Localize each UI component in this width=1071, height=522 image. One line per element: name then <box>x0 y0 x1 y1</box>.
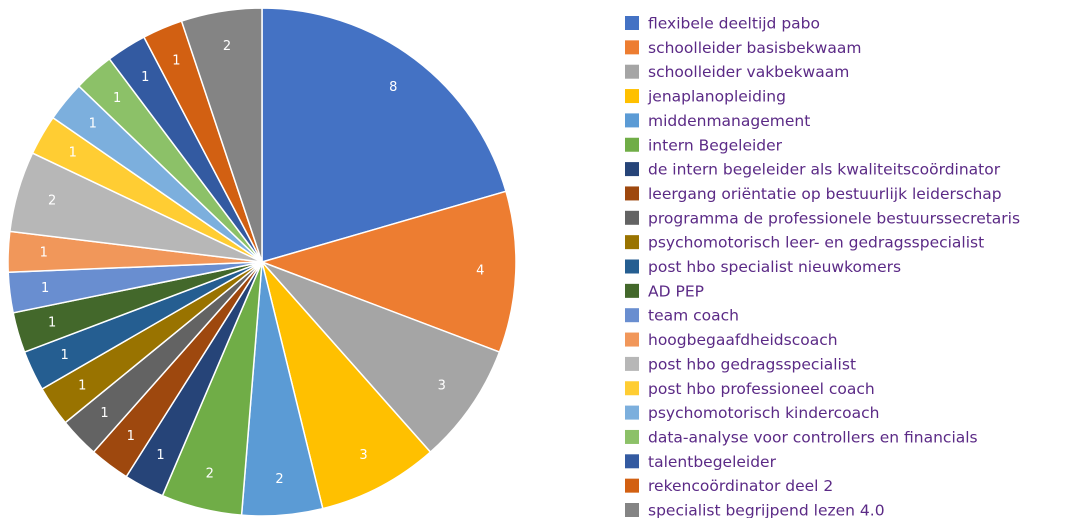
data-label: 1 <box>127 429 135 444</box>
legend-label: talentbegeleider <box>648 453 777 471</box>
legend-label: jenaplanopleiding <box>647 88 786 106</box>
legend-swatch <box>625 235 639 250</box>
pie-slice <box>261 261 501 454</box>
legend-swatch <box>625 113 639 128</box>
legend-swatch <box>625 332 639 347</box>
data-label: 4 <box>476 263 484 278</box>
legend-label: middenmanagement <box>648 112 810 130</box>
data-label: 2 <box>275 472 283 487</box>
legend-swatch <box>625 210 639 225</box>
data-label: 1 <box>48 315 56 330</box>
legend-swatch <box>625 137 639 152</box>
legend-label: data-analyse voor controllers en financi… <box>648 428 978 446</box>
legend-label: programma de professionele bestuurssecre… <box>648 209 1020 227</box>
legend-label: hoogbegaafdheidscoach <box>648 331 838 349</box>
legend-label: AD PEP <box>648 282 704 300</box>
data-label: 1 <box>78 379 86 394</box>
legend-label: intern Begeleider <box>648 136 783 154</box>
legend-swatch <box>625 16 639 30</box>
legend-swatch <box>625 381 639 396</box>
pie-slice <box>180 7 263 263</box>
legend-swatch <box>625 454 639 469</box>
legend-label: post hbo professioneel coach <box>648 380 875 398</box>
legend-label: leergang oriëntatie op bestuurlijk leide… <box>648 185 1002 203</box>
data-label: 1 <box>113 91 121 106</box>
legend-swatch <box>625 89 639 104</box>
legend-swatch <box>625 429 639 444</box>
data-label: 3 <box>438 379 446 394</box>
legend-label: flexibele deeltijd pabo <box>648 15 820 33</box>
data-label: 1 <box>89 116 97 131</box>
data-label: 8 <box>389 80 397 95</box>
data-label: 1 <box>100 406 108 421</box>
data-label: 1 <box>156 448 164 463</box>
legend-label: schoolleider basisbekwaam <box>648 39 861 57</box>
legend-swatch <box>625 503 639 517</box>
data-label: 3 <box>359 448 367 463</box>
legend-label: de intern begeleider als kwaliteitscoörd… <box>648 161 1001 179</box>
legend-label: post hbo gedragsspecialist <box>648 355 856 373</box>
legend-label: post hbo specialist nieuwkomers <box>648 258 901 276</box>
legend-swatch <box>625 405 639 420</box>
data-label: 1 <box>61 348 69 363</box>
legend-label: psychomotorisch leer- en gedragsspeciali… <box>648 234 984 252</box>
pie-slice <box>261 261 432 510</box>
legend-swatch <box>625 478 639 493</box>
legend-label: psychomotorisch kindercoach <box>648 404 879 422</box>
legend-swatch <box>625 356 639 371</box>
data-label: 2 <box>48 194 56 209</box>
legend-swatch <box>625 186 639 201</box>
data-label: 1 <box>69 145 77 160</box>
pie-slice <box>261 7 507 263</box>
data-label: 2 <box>206 467 214 482</box>
data-label: 1 <box>141 70 149 85</box>
legend-label: schoolleider vakbekwaam <box>648 63 849 81</box>
data-label: 2 <box>223 39 231 54</box>
legend-label: rekencoördinator deel 2 <box>648 477 833 495</box>
legend-swatch <box>625 162 639 177</box>
legend-swatch <box>625 40 639 55</box>
legend-swatch <box>625 64 639 79</box>
data-label: 1 <box>41 281 49 296</box>
legend-label: specialist begrijpend lezen 4.0 <box>648 502 885 519</box>
data-label: 1 <box>40 246 48 261</box>
legend-swatch <box>625 283 639 298</box>
pie-slice <box>259 190 517 354</box>
data-label: 1 <box>172 54 180 69</box>
legend-label: team coach <box>648 307 739 325</box>
legend-swatch <box>625 308 639 323</box>
legend-swatch <box>625 259 639 274</box>
